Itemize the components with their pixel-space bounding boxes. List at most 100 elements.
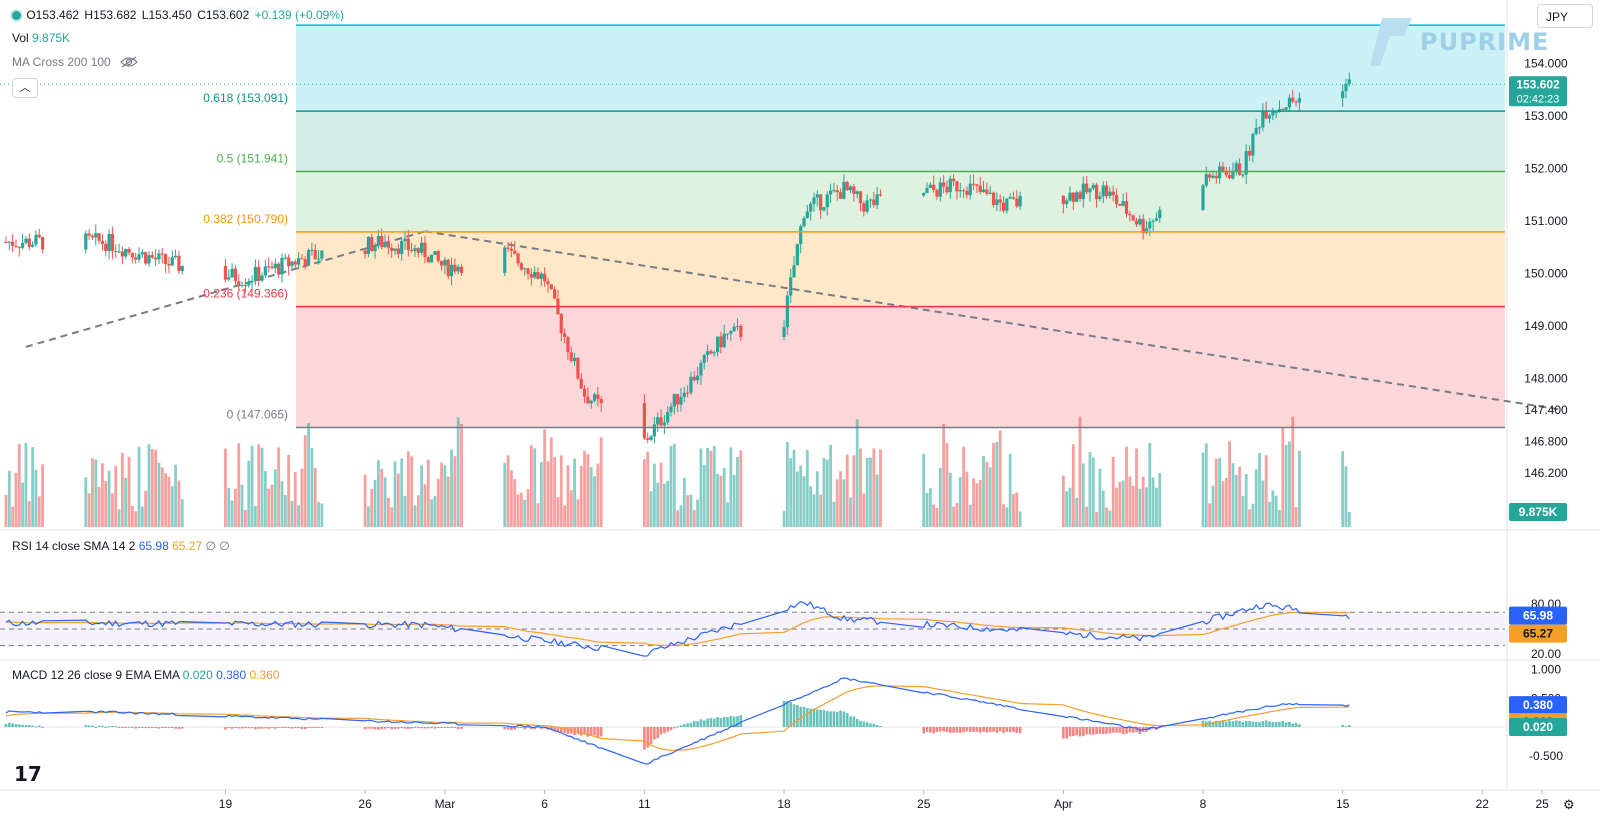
ma-cross-legend[interactable]: MA Cross 200 100 bbox=[12, 55, 138, 69]
candle-body bbox=[1201, 185, 1205, 210]
volume-bar bbox=[1098, 468, 1102, 527]
candle-body bbox=[1344, 83, 1348, 92]
candle-body bbox=[875, 194, 879, 206]
macd-histogram-bar bbox=[1125, 727, 1128, 734]
volume-bar bbox=[273, 469, 277, 527]
rsi-extra-1: ∅ bbox=[205, 539, 216, 553]
macd-histogram-bar bbox=[1158, 727, 1162, 729]
macd-histogram-bar bbox=[41, 726, 44, 728]
volume-bar bbox=[865, 457, 869, 527]
candle-body bbox=[154, 257, 158, 260]
candle-body bbox=[948, 178, 952, 193]
time-tick-label: Apr bbox=[1054, 797, 1073, 811]
macd-histogram-bar bbox=[1248, 721, 1251, 727]
macd-histogram-bar bbox=[516, 727, 520, 729]
macd-histogram-bar bbox=[164, 727, 167, 728]
time-axis[interactable]: 19 26 Mar 6 11 18 25 Apr 8 15 22 25 bbox=[219, 790, 1549, 811]
macd-histogram-bar bbox=[227, 727, 231, 728]
volume-bar bbox=[1204, 443, 1208, 527]
macd-histogram-bar bbox=[599, 727, 603, 737]
volume-legend[interactable]: Vol 9.875K bbox=[12, 31, 70, 45]
eye-hidden-icon[interactable] bbox=[120, 56, 138, 68]
volume-bar bbox=[277, 447, 281, 527]
volume-bar bbox=[234, 488, 237, 527]
volume-bar bbox=[406, 451, 410, 527]
candle-body bbox=[659, 417, 663, 426]
macd-histogram-bar bbox=[1224, 721, 1228, 727]
macd-histogram-bar bbox=[1068, 727, 1072, 737]
candle-body bbox=[1071, 192, 1075, 202]
macd-histogram-bar bbox=[21, 724, 24, 727]
volume-bar bbox=[583, 450, 586, 527]
macd-histogram-bar bbox=[786, 701, 789, 727]
candle-body bbox=[842, 181, 846, 199]
macd-histogram-bar bbox=[104, 726, 108, 728]
candle-body bbox=[995, 199, 999, 205]
candle-body bbox=[1104, 185, 1109, 197]
volume-bar bbox=[1158, 473, 1162, 527]
volume-bar bbox=[812, 494, 816, 527]
candle-body bbox=[260, 275, 264, 281]
volume-bar bbox=[1251, 503, 1255, 527]
macd-histogram-bar bbox=[1271, 722, 1275, 727]
candle-body bbox=[300, 258, 304, 260]
macd-histogram-bar bbox=[736, 716, 739, 727]
candle-body bbox=[692, 376, 696, 381]
volume-bar bbox=[24, 443, 28, 527]
volume-bar bbox=[157, 462, 161, 527]
volume-bar bbox=[1268, 501, 1271, 527]
macd-histogram-bar bbox=[14, 724, 18, 727]
collapse-legend-button[interactable]: ︿ bbox=[12, 78, 38, 98]
price-axis[interactable]: 154.000 153.000 152.000 151.000 150.000 149.0… bbox=[0, 56, 1568, 521]
macd-histogram-bar bbox=[307, 727, 310, 728]
volume-bar bbox=[1241, 496, 1245, 527]
macd-histogram-bar bbox=[1015, 727, 1019, 734]
volume-bar bbox=[124, 477, 128, 527]
volume-bar bbox=[982, 455, 985, 527]
candle-body bbox=[376, 235, 380, 246]
macd-histogram-bar bbox=[1095, 727, 1098, 735]
candle-body bbox=[539, 273, 543, 279]
macd-histogram-bar bbox=[114, 726, 118, 728]
volume-bar bbox=[1261, 480, 1265, 527]
tradingview-logo-icon[interactable]: 17 bbox=[14, 762, 42, 786]
volume-bar bbox=[1005, 507, 1009, 527]
candle-body bbox=[1291, 97, 1295, 102]
volume-bar bbox=[875, 474, 879, 527]
volume-bar bbox=[795, 471, 799, 527]
settings-gear-icon[interactable]: ⚙ bbox=[1563, 797, 1575, 812]
candle-body bbox=[446, 259, 450, 277]
macd-histogram-bar bbox=[799, 706, 802, 727]
candle-body bbox=[386, 242, 390, 248]
candle-body bbox=[1254, 127, 1258, 134]
volume-bar bbox=[1111, 456, 1115, 527]
volume-bar bbox=[596, 463, 600, 527]
volume-bar bbox=[985, 461, 989, 527]
macd-histogram-bar bbox=[141, 726, 144, 728]
macd-histogram-bar bbox=[802, 706, 806, 727]
volume-bar bbox=[84, 477, 88, 527]
macd-histogram-bar bbox=[849, 716, 852, 727]
candle-body bbox=[596, 394, 600, 400]
candle-body bbox=[1234, 163, 1238, 172]
rsi-legend[interactable]: RSI 14 close SMA 14 2 65.98 65.27 ∅ ∅ bbox=[12, 539, 230, 553]
candle-body bbox=[1221, 166, 1225, 172]
candle-body bbox=[819, 194, 823, 211]
rsi-tick-label: 20.00 bbox=[1531, 647, 1561, 661]
volume-bar bbox=[978, 480, 982, 527]
volume-bar bbox=[420, 465, 424, 527]
macd-histogram-bar bbox=[679, 725, 683, 727]
volume-bar bbox=[1148, 442, 1152, 527]
macd-legend[interactable]: MACD 12 26 close 9 EMA EMA 0.020 0.380 0… bbox=[12, 668, 280, 682]
candle-body bbox=[1134, 220, 1139, 225]
candle-body bbox=[366, 236, 371, 254]
candle-body bbox=[563, 333, 567, 337]
currency-selector[interactable]: JPY bbox=[1537, 4, 1593, 28]
volume-bar bbox=[689, 494, 693, 527]
macd-histogram-bar bbox=[579, 727, 583, 736]
candle-body bbox=[390, 247, 394, 251]
candle-body bbox=[988, 192, 992, 194]
candle-body bbox=[21, 242, 25, 248]
macd-histogram-bar bbox=[134, 727, 137, 729]
